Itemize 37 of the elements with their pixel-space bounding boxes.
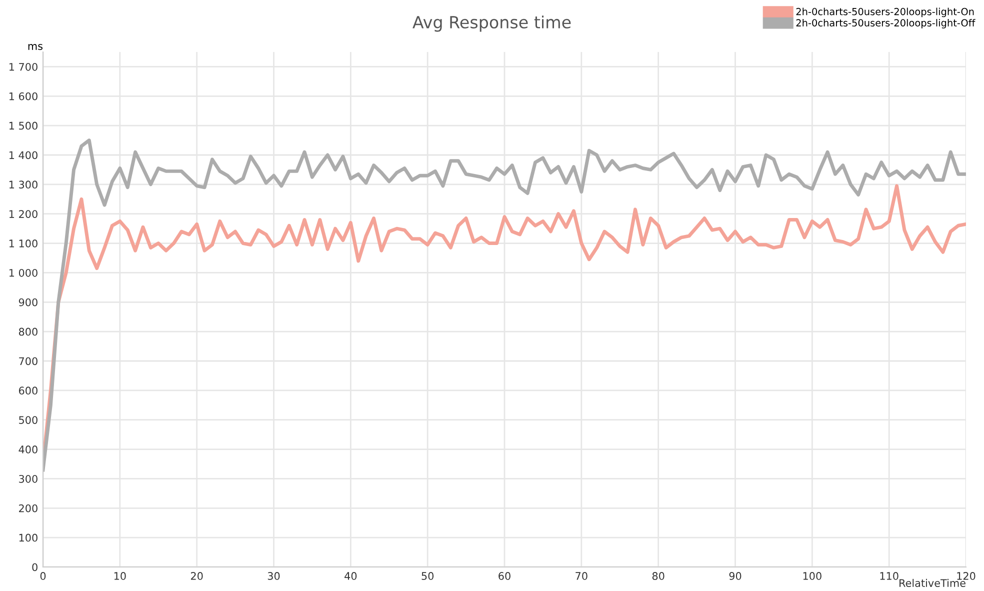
x-tick-label: 0 <box>40 572 46 580</box>
y-tick-label: 0 <box>32 563 38 572</box>
y-tick-label: 600 <box>18 386 38 395</box>
y-tick-label: 300 <box>19 474 38 483</box>
x-tick-label: 110 <box>880 572 898 580</box>
y-tick-label: 400 <box>18 446 38 454</box>
x-tick-label: 30 <box>268 572 280 580</box>
x-tick-label: 120 <box>957 572 976 580</box>
y-tick-label: 1 100 <box>9 240 38 248</box>
y-tick-label: 900 <box>18 298 38 306</box>
y-tick-label: 1 000 <box>9 268 38 277</box>
x-axis-title: RelativeTime <box>900 578 966 587</box>
line-series <box>43 138 966 472</box>
x-tick-label: 70 <box>576 572 588 580</box>
x-tick-label: 100 <box>803 572 822 580</box>
y-tick-label: 200 <box>19 504 38 512</box>
y-tick-label: 500 <box>19 416 38 424</box>
y-tick-label: 1 600 <box>9 92 38 100</box>
y-tick-label: 1 700 <box>9 62 38 71</box>
x-tick-label: 80 <box>652 572 664 580</box>
y-tick-label: 700 <box>19 357 38 366</box>
y-tick-label: 800 <box>18 328 38 336</box>
chart-title: Avg Response time <box>412 16 571 32</box>
x-tick-label: 50 <box>422 572 434 580</box>
y-tick-label: 1 200 <box>9 210 38 218</box>
x-tick-label: 60 <box>498 572 510 580</box>
legend-label: 2h-0charts-50users-20loops-light-On <box>796 8 974 18</box>
x-tick-label: 10 <box>114 572 126 580</box>
y-tick-label: 1 500 <box>9 122 38 130</box>
x-tick-label: 90 <box>729 572 742 580</box>
legend-label: 2h-0charts-50users-20loops-light-Off <box>796 18 976 28</box>
y-axis-title: ms <box>28 44 42 50</box>
y-tick-label: 1 300 <box>9 180 38 189</box>
y-tick-label: 100 <box>19 534 38 542</box>
x-tick-label: 40 <box>344 572 357 580</box>
x-tick-label: 20 <box>190 572 203 580</box>
y-tick-label: 1 400 <box>9 151 38 160</box>
